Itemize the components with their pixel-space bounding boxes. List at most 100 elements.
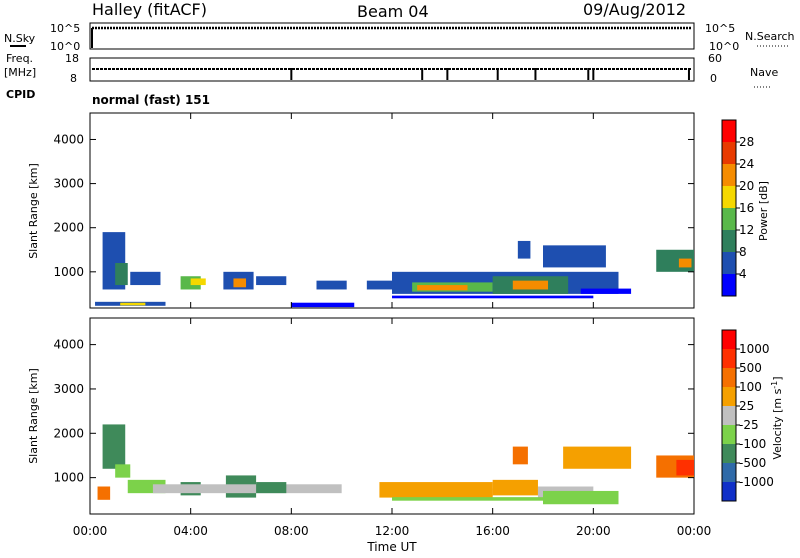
colorbar-segment [722, 406, 736, 425]
echo-cell [115, 464, 131, 478]
y-tick-label: 4000 [53, 338, 84, 352]
x-tick-label: 08:00 [274, 524, 309, 538]
velocity-echoes [97, 424, 694, 505]
date-title: 09/Aug/2012 [583, 0, 686, 19]
colorbar-tick-label: 100 [739, 380, 762, 394]
colorbar-tick-label: 1000 [739, 342, 770, 356]
power-ylabel: Slant Range [km] [27, 163, 40, 259]
echo-cell [517, 240, 531, 259]
colorbar-segment [722, 208, 736, 230]
echo-cell [417, 488, 493, 497]
colorbar-tick-label: 20 [739, 179, 754, 193]
colorbar-segment [722, 444, 736, 463]
y-tick-label: 3000 [53, 177, 84, 191]
colorbar-segment [722, 425, 736, 444]
echo-cell [417, 285, 468, 291]
colorbar-segment [722, 330, 736, 349]
echo-cell [130, 271, 161, 286]
colorbar-tick-label: -500 [739, 456, 766, 470]
station-title: Halley (fitACF) [92, 0, 207, 19]
colorbar-frame [721, 329, 737, 502]
echo-cell [97, 486, 111, 500]
y-tick-label: 2000 [53, 426, 84, 440]
nsearch-tick-bottom: 10^0 [709, 40, 739, 53]
colorbar-segment [722, 120, 736, 142]
y-tick-label: 4000 [53, 132, 84, 146]
x-tick-label: 00:00 [677, 524, 712, 538]
time-x-axis: 00:00 04:00 08:00 12:00 16:00 20:00 00:00 [73, 113, 712, 538]
echo-cell [190, 278, 206, 286]
colorbar-segment [722, 368, 736, 387]
power-y-axis: 4000 3000 2000 1000 [53, 132, 694, 279]
y-tick-label: 1000 [53, 471, 84, 485]
x-tick-label: 00:00 [73, 524, 108, 538]
echo-cell [256, 482, 287, 494]
colorbar-tick-label: 28 [739, 135, 754, 149]
x-tick-label: 04:00 [173, 524, 208, 538]
colorbar-segment [722, 387, 736, 406]
echo-cell [543, 245, 606, 268]
colorbar-segment [722, 186, 736, 208]
echo-cell [492, 479, 538, 496]
power-colorbar: 28 24 20 16 12 8 4 [721, 119, 754, 297]
colorbar-tick-label: -25 [739, 418, 759, 432]
echo-cell [512, 280, 549, 290]
colorbar-segment [722, 463, 736, 482]
colorbar-segment [722, 164, 736, 186]
velocity-y-axis: 4000 3000 2000 1000 [53, 338, 694, 485]
cpid-value: normal (fast) 151 [92, 93, 210, 107]
colorbar-tick-label: 4 [739, 267, 747, 281]
nsky-tick-bottom: 10^0 [50, 40, 80, 53]
x-tick-label: 12:00 [375, 524, 410, 538]
velocity-cbar-label-end: ] [771, 376, 784, 380]
colorbar-tick-label: 16 [739, 201, 754, 215]
time-xlabel: Time UT [366, 540, 417, 554]
echo-cell [392, 295, 594, 299]
cpid-label: CPID [6, 88, 35, 101]
colorbar-segment [722, 252, 736, 274]
velocity-cbar-label: Velocity [m s-1] [770, 376, 784, 459]
colorbar-tick-label: 12 [739, 223, 754, 237]
echo-cell [152, 484, 342, 494]
echo-cell [678, 258, 692, 268]
velocity-cbar-label-main: Velocity [m s [771, 388, 784, 459]
nsky-label: N.Sky [4, 32, 36, 45]
velocity-colorbar: 1000 500 100 25 -25 -100 -500 -1000 [721, 329, 774, 502]
freq-label-1: Freq. [6, 52, 33, 65]
power-echoes [95, 232, 694, 308]
nsearch-label: N.Search [745, 30, 795, 43]
power-cbar-label: Power [dB] [757, 181, 770, 241]
freq-spikes [290, 68, 690, 80]
x-tick-label: 16:00 [475, 524, 510, 538]
colorbar-tick-label: -100 [739, 437, 766, 451]
freq-tick-top: 18 [65, 52, 79, 65]
echo-cell [512, 446, 528, 465]
beam-title: Beam 04 [357, 2, 429, 21]
echo-cell [233, 278, 247, 288]
y-tick-label: 3000 [53, 382, 84, 396]
y-tick-label: 1000 [53, 265, 84, 279]
echo-cell [102, 424, 126, 469]
nave-label: Nave [750, 66, 778, 79]
y-tick-label: 2000 [53, 221, 84, 235]
velocity-ylabel: Slant Range [km] [27, 368, 40, 464]
echo-cell [120, 302, 146, 306]
colorbar-tick-label: 25 [739, 399, 754, 413]
echo-cell [115, 263, 128, 286]
colorbar-tick-label: 500 [739, 361, 762, 375]
colorbar-segment [722, 349, 736, 368]
colorbar-segment [722, 482, 736, 501]
freq-tick-bottom: 8 [70, 72, 77, 85]
echo-cell [256, 276, 287, 286]
nave-tick-top: 60 [708, 52, 722, 65]
colorbar-segment [722, 274, 736, 296]
echo-cell [291, 302, 355, 308]
echo-cell [563, 446, 632, 469]
colorbar-segment [722, 230, 736, 252]
echo-cell [580, 288, 632, 294]
colorbar-tick-label: 8 [739, 245, 747, 259]
colorbar-tick-label: -1000 [739, 475, 774, 489]
nsky-tick-top: 10^5 [50, 22, 80, 35]
freq-panel [89, 57, 695, 82]
